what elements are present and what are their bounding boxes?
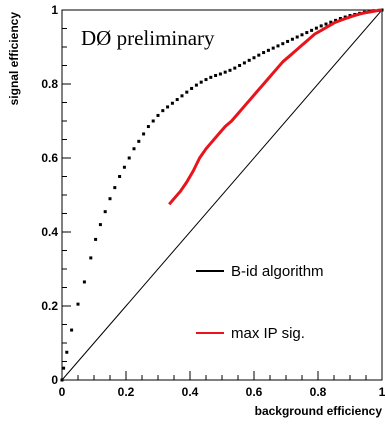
data-point [329,20,333,24]
data-point [62,366,66,370]
data-point [266,48,270,52]
data-point [108,197,112,201]
data-point [233,66,237,70]
data-point [161,109,165,113]
data-point [242,61,246,65]
legend-label-b-id: B-id algorithm [231,263,324,280]
x-tick-label: 0.2 [118,385,135,399]
data-point [98,223,102,227]
x-axis-title: background efficiency [255,404,383,418]
data-point [209,75,213,79]
data-point [146,125,150,129]
x-axis-ticks: 0 0.2 0.4 0.6 0.8 1 [59,371,386,399]
data-point [70,328,74,332]
x-tick-label: 0 [59,385,66,399]
data-point [113,186,117,190]
data-point [122,165,126,169]
data-point [127,156,131,160]
data-point [199,80,203,84]
y-tick-label: 0.2 [41,299,58,313]
y-tick-label: 0 [51,373,58,387]
data-point [271,46,275,50]
data-point [185,90,189,94]
data-point [94,237,98,241]
series-layer [60,8,384,382]
data-point [343,15,347,19]
reference-diagonal [61,9,383,381]
data-point [151,119,155,123]
data-point [214,73,218,77]
series-line-max-ip [168,8,383,206]
data-point [156,113,160,117]
x-tick-label: 0.4 [182,385,199,399]
plot-area: 0 0.2 0.4 0.6 0.8 1 0 0.2 0.4 0.6 0.8 1 [41,3,385,399]
data-point [334,18,338,22]
y-axis-ticks: 0 0.2 0.4 0.6 0.8 1 [41,3,71,387]
data-point [252,56,256,60]
data-point [194,83,198,87]
data-point [118,175,122,178]
data-point [257,53,261,57]
data-point [190,86,194,90]
y-tick-label: 0.4 [41,225,58,239]
data-point [314,26,318,30]
y-axis-title: signal efficiency [7,12,21,106]
data-point [300,33,304,37]
data-point [281,42,285,46]
data-point [305,31,309,35]
data-point [310,28,314,32]
y-tick-label: 0.6 [41,151,58,165]
data-point [338,17,342,21]
data-point [204,78,208,82]
chart-annotation: DØ preliminary [81,26,215,50]
data-point [262,51,266,55]
data-point [276,44,280,48]
y-tick-label: 1 [51,3,58,17]
data-point [238,64,242,67]
data-point [166,105,170,109]
data-point [103,210,107,214]
legend: B-id algorithm max IP sig. [196,263,324,342]
data-point [65,350,69,354]
x-tick-label: 0.8 [310,385,327,399]
data-point [142,132,146,136]
data-point [76,302,80,306]
data-point [175,98,179,102]
data-point [170,101,174,105]
data-point [132,147,136,151]
data-point [60,378,64,382]
data-point [319,24,323,28]
x-tick-label: 1 [379,385,386,399]
legend-label-max-ip: max IP sig. [231,325,305,342]
y-tick-label: 0.8 [41,77,58,91]
data-point [286,39,290,43]
data-point [180,94,184,98]
x-tick-label: 0.6 [246,385,263,399]
data-point [295,35,299,39]
data-point [137,139,141,143]
data-point [218,72,222,76]
series-1 [168,8,383,206]
data-point [89,256,93,260]
data-point [247,58,251,62]
data-point [223,70,227,74]
data-point [82,280,86,284]
data-point [324,22,328,26]
data-point [290,37,294,41]
data-point [228,68,232,72]
